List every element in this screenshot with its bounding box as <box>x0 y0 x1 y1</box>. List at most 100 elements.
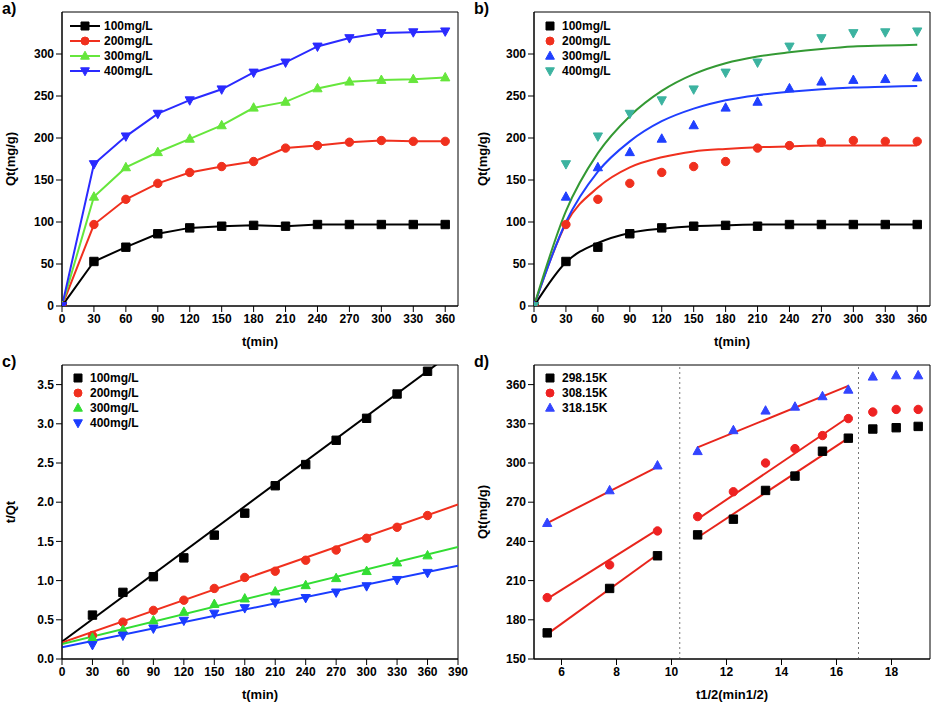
svg-text:50: 50 <box>41 257 55 271</box>
html-text:200mg/L: 200mg/L <box>562 33 611 48</box>
svg-text:t(min): t(min) <box>242 334 278 349</box>
svg-text:3.0: 3.0 <box>37 417 54 431</box>
html-text:200mg/L: 200mg/L <box>104 33 153 48</box>
svg-text:1.5: 1.5 <box>37 534 54 548</box>
svg-text:300: 300 <box>506 47 526 61</box>
svg-text:390: 390 <box>448 664 468 678</box>
svg-text:16: 16 <box>830 664 844 678</box>
svg-text:300: 300 <box>371 312 391 326</box>
html-text:300mg/L: 300mg/L <box>562 48 611 63</box>
svg-text:3.5: 3.5 <box>37 377 54 391</box>
html-text:100mg/L: 100mg/L <box>90 371 139 385</box>
svg-text:1.0: 1.0 <box>37 573 54 587</box>
svg-text:240: 240 <box>506 534 526 548</box>
html-text:d): d) <box>474 352 490 370</box>
svg-text:Qt(mg/g): Qt(mg/g) <box>475 132 490 186</box>
svg-text:120: 120 <box>180 312 200 326</box>
svg-text:60: 60 <box>119 312 133 326</box>
svg-text:300: 300 <box>34 47 54 61</box>
svg-text:60: 60 <box>116 664 130 678</box>
html-text:a): a) <box>2 0 17 17</box>
svg-text:360: 360 <box>418 664 438 678</box>
svg-text:90: 90 <box>147 664 161 678</box>
svg-text:330: 330 <box>875 312 895 326</box>
html-text:100mg/L: 100mg/L <box>104 18 153 33</box>
svg-text:0: 0 <box>531 312 538 326</box>
svg-text:180: 180 <box>716 312 736 326</box>
svg-text:12: 12 <box>720 664 734 678</box>
svg-text:300: 300 <box>506 456 526 470</box>
html-text:c): c) <box>2 352 17 370</box>
svg-text:18: 18 <box>885 664 899 678</box>
svg-text:240: 240 <box>779 312 799 326</box>
html-text:200mg/L: 200mg/L <box>90 386 139 400</box>
svg-text:270: 270 <box>326 664 346 678</box>
svg-text:t1/2(min1/2): t1/2(min1/2) <box>696 687 768 702</box>
svg-text:10: 10 <box>665 664 679 678</box>
svg-text:30: 30 <box>86 664 100 678</box>
svg-text:150: 150 <box>212 312 232 326</box>
html-text:100mg/L: 100mg/L <box>562 18 611 33</box>
svg-text:0: 0 <box>519 299 526 313</box>
svg-text:100: 100 <box>506 215 526 229</box>
svg-text:100: 100 <box>34 215 54 229</box>
svg-text:210: 210 <box>265 664 285 678</box>
svg-text:0: 0 <box>59 664 66 678</box>
svg-text:240: 240 <box>307 312 327 326</box>
svg-text:60: 60 <box>591 312 605 326</box>
svg-text:250: 250 <box>34 89 54 103</box>
svg-text:360: 360 <box>506 377 526 391</box>
svg-text:240: 240 <box>296 664 316 678</box>
svg-text:0: 0 <box>59 312 66 326</box>
html-text:b): b) <box>474 0 490 17</box>
svg-text:8: 8 <box>613 664 620 678</box>
svg-text:0.5: 0.5 <box>37 613 54 627</box>
svg-text:150: 150 <box>684 312 704 326</box>
svg-text:270: 270 <box>339 312 359 326</box>
svg-text:150: 150 <box>204 664 224 678</box>
svg-text:2.0: 2.0 <box>37 495 54 509</box>
svg-text:180: 180 <box>244 312 264 326</box>
svg-text:Qt(mg/g): Qt(mg/g) <box>475 484 490 538</box>
svg-text:270: 270 <box>506 495 526 509</box>
svg-text:300: 300 <box>843 312 863 326</box>
svg-text:6: 6 <box>558 664 565 678</box>
svg-text:150: 150 <box>34 173 54 187</box>
svg-text:330: 330 <box>506 417 526 431</box>
svg-text:t(min): t(min) <box>242 687 278 702</box>
svg-text:330: 330 <box>387 664 407 678</box>
svg-text:120: 120 <box>174 664 194 678</box>
svg-text:210: 210 <box>276 312 296 326</box>
html-text:300mg/L: 300mg/L <box>90 401 139 415</box>
html-text:400mg/L: 400mg/L <box>104 63 153 78</box>
svg-text:0.0: 0.0 <box>37 652 54 666</box>
svg-text:120: 120 <box>652 312 672 326</box>
html-text:300mg/L: 300mg/L <box>104 48 153 63</box>
svg-text:t(min): t(min) <box>714 334 750 349</box>
svg-text:90: 90 <box>623 312 637 326</box>
svg-text:270: 270 <box>811 312 831 326</box>
svg-text:90: 90 <box>151 312 165 326</box>
svg-text:210: 210 <box>506 573 526 587</box>
svg-text:180: 180 <box>506 613 526 627</box>
svg-text:360: 360 <box>907 312 927 326</box>
svg-text:0: 0 <box>47 299 54 313</box>
svg-text:t/Qt: t/Qt <box>8 500 18 523</box>
svg-text:250: 250 <box>506 89 526 103</box>
svg-text:14: 14 <box>775 664 789 678</box>
svg-text:300: 300 <box>357 664 377 678</box>
svg-text:330: 330 <box>403 312 423 326</box>
svg-text:Qt(mg/g): Qt(mg/g) <box>8 132 18 186</box>
svg-text:150: 150 <box>506 652 526 666</box>
html-text:400mg/L: 400mg/L <box>562 63 611 78</box>
svg-text:180: 180 <box>235 664 255 678</box>
svg-text:200: 200 <box>506 131 526 145</box>
svg-text:30: 30 <box>87 312 101 326</box>
svg-text:210: 210 <box>748 312 768 326</box>
svg-text:200: 200 <box>34 131 54 145</box>
svg-text:50: 50 <box>513 257 527 271</box>
svg-text:150: 150 <box>506 173 526 187</box>
svg-text:2.5: 2.5 <box>37 456 54 470</box>
svg-text:360: 360 <box>435 312 455 326</box>
svg-text:30: 30 <box>559 312 573 326</box>
